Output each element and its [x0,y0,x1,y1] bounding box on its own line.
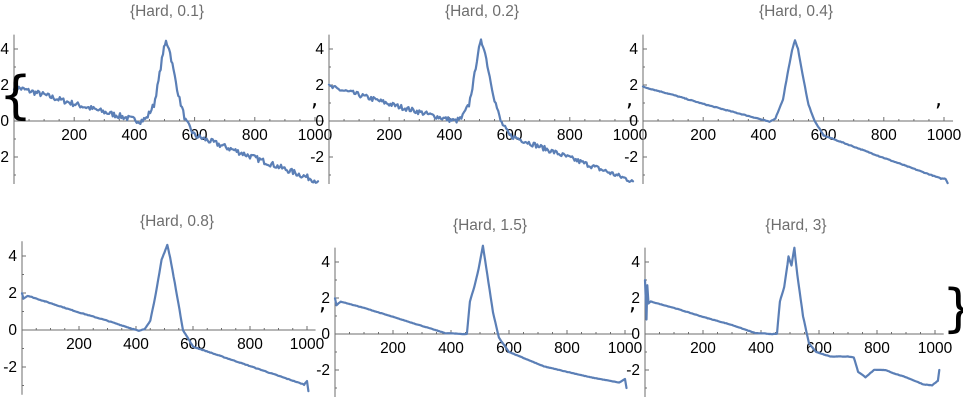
chart-title: {Hard, 1.5} [453,217,527,234]
chart-title: {Hard, 0.4} [759,3,833,20]
x-tick-label: 600 [806,340,832,357]
x-tick-label: 200 [61,127,87,144]
y-tick-label: 2 [629,77,638,94]
x-tick-label: 400 [121,127,147,144]
y-tick-label: 2 [321,290,330,307]
y-tick-label: 0 [631,326,640,343]
x-tick-label: 200 [380,340,406,357]
x-tick-label: 600 [496,340,522,357]
x-tick-label: 1000 [298,127,333,144]
y-tick-label: 4 [631,254,640,271]
x-tick-label: 400 [123,336,149,353]
x-tick-label: 800 [237,336,263,353]
chart-title: {Hard, 0.8} [140,213,214,230]
x-tick-label: 800 [557,127,583,144]
y-tick-label: -2 [624,149,638,166]
y-tick-label: 4 [629,41,638,58]
list-open-brace: { [0,66,32,126]
x-tick-label: 1000 [608,340,643,357]
data-series-line [327,38,635,183]
y-tick-label: -2 [3,359,17,376]
data-series-line [12,39,320,184]
data-series-line [333,244,628,390]
x-tick-label: 400 [748,340,774,357]
x-tick-label: 400 [750,127,776,144]
x-tick-label: 1000 [927,127,962,144]
y-tick-label: 4 [321,254,330,271]
chart-panel-5: {Hard, 1.5} 200 400 600 800 1000 4 2 0 -2 [316,217,643,397]
x-tick-label: 400 [438,340,464,357]
separator-comma-3: , [935,87,942,112]
data-series-line [643,246,941,387]
x-tick-label: 400 [436,127,462,144]
separator-comma-2: , [626,87,633,112]
x-tick-label: 800 [864,340,890,357]
y-tick-label: -2 [0,149,9,166]
x-tick-label: 200 [66,336,92,353]
y-tick-label: -2 [310,149,324,166]
data-series-line [20,243,310,393]
x-tick-label: 800 [242,127,268,144]
chart-title: {Hard, 0.2} [445,3,519,20]
x-tick-label: 1000 [613,127,648,144]
y-tick-label: 0 [0,113,9,130]
y-tick-label: 4 [315,41,324,58]
y-tick-label: 4 [8,248,17,265]
chart-panel-6: {Hard, 3} 200 400 600 800 1000 4 2 0 -2 [626,217,953,397]
x-tick-label: 1000 [290,336,325,353]
x-tick-label: 200 [690,340,716,357]
x-tick-label: 1000 [918,340,953,357]
y-tick-label: 0 [8,322,17,339]
separator-comma-5: , [629,291,636,316]
y-tick-label: 0 [315,113,324,130]
chart-title: {Hard, 3} [765,217,826,234]
x-tick-label: 800 [554,340,580,357]
x-tick-label: 800 [871,127,897,144]
y-tick-label: 2 [315,77,324,94]
separator-comma-1: , [311,87,318,112]
separator-comma-4: , [319,291,326,316]
y-tick-label: 0 [321,326,330,343]
y-tick-label: -2 [316,362,330,379]
x-tick-label: 200 [690,127,716,144]
y-tick-label: 2 [8,285,17,302]
x-tick-label: 200 [376,127,402,144]
chart-title: {Hard, 0.1} [130,3,204,20]
y-tick-label: -2 [626,362,640,379]
list-close-brace: } [942,279,963,339]
y-tick-label: 4 [0,41,9,58]
y-tick-label: 2 [0,77,9,94]
data-series-line [641,39,949,185]
y-tick-label: 2 [631,290,640,307]
y-tick-label: 0 [629,113,638,130]
